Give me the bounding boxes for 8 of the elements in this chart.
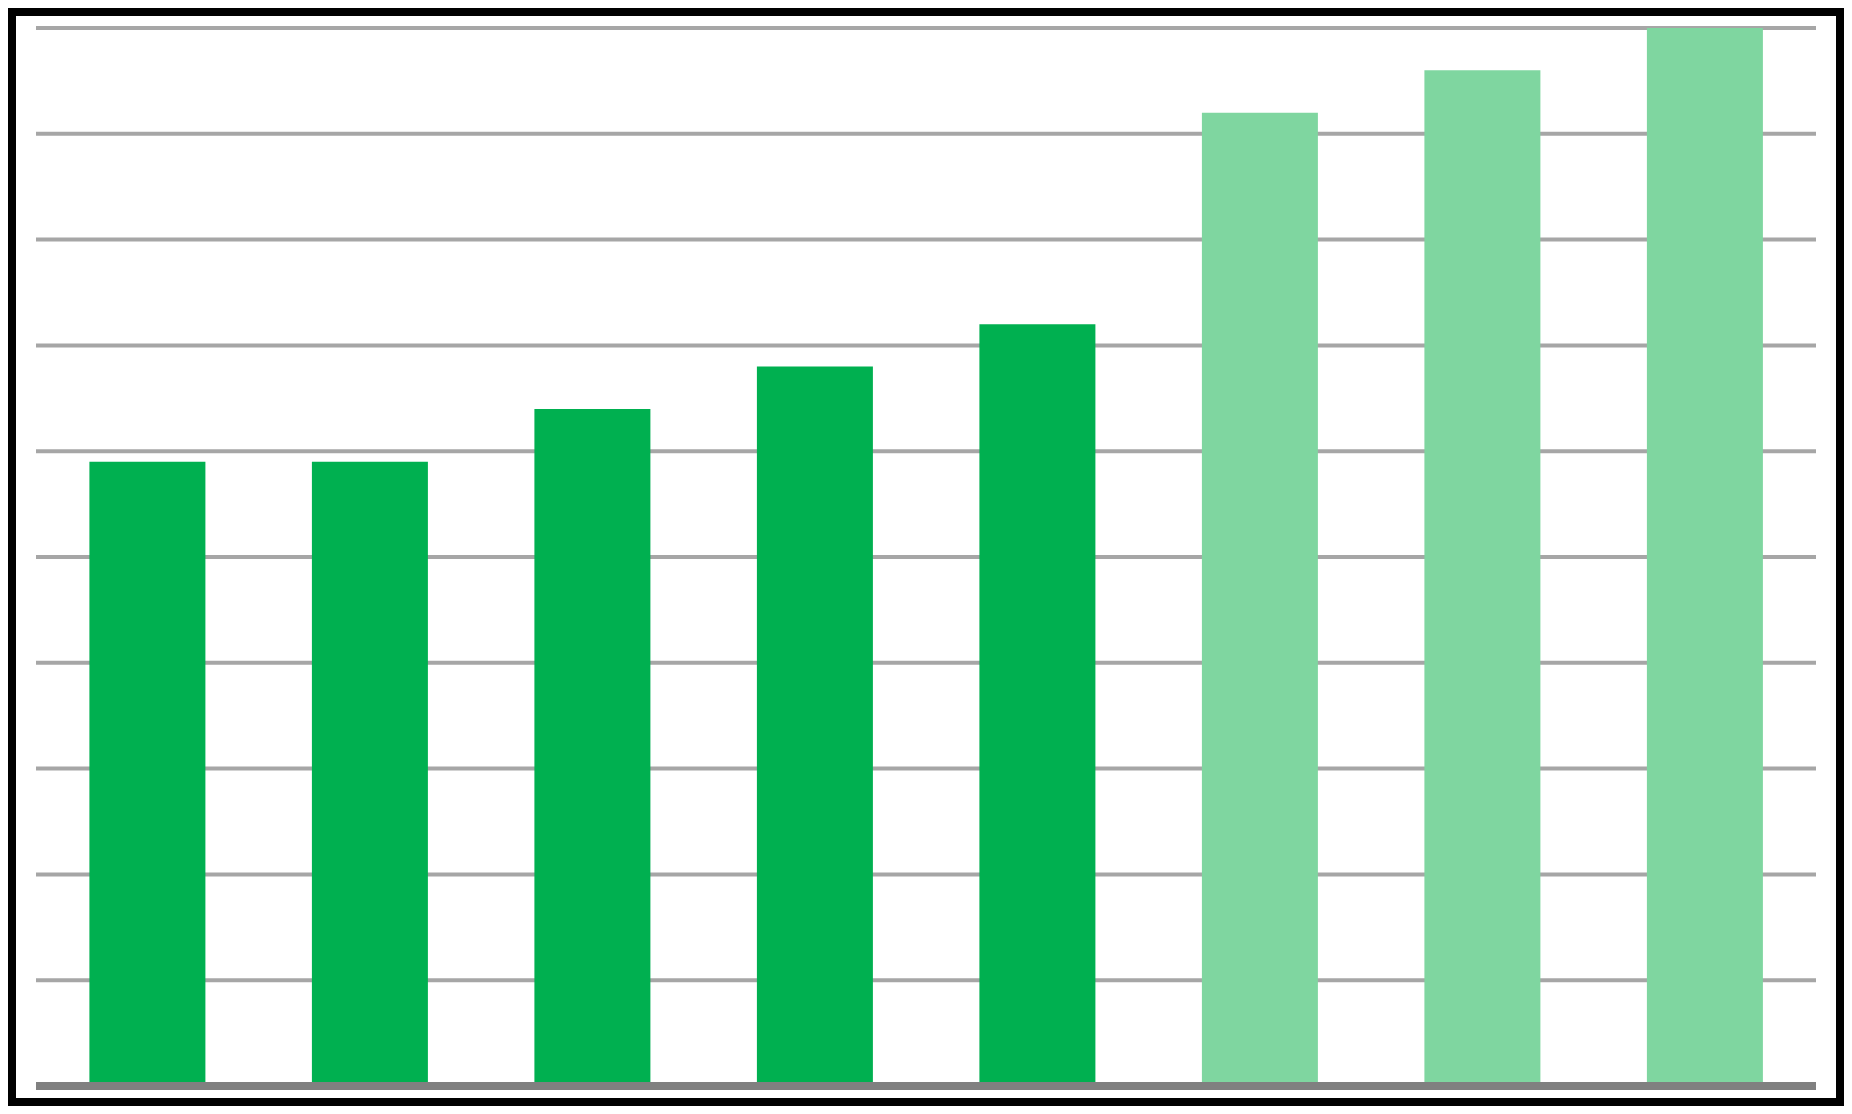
bar <box>1201 112 1318 1086</box>
bar <box>89 461 206 1086</box>
bar <box>1646 28 1763 1086</box>
bar <box>756 366 873 1086</box>
bar <box>534 408 651 1086</box>
bar <box>1424 70 1541 1086</box>
bar <box>311 461 428 1086</box>
bar <box>979 324 1096 1086</box>
